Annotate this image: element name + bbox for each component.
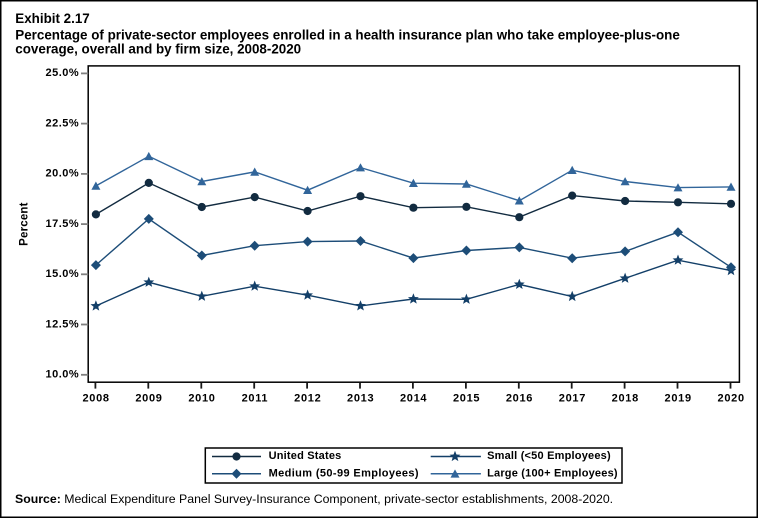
svg-text:20.0%: 20.0%: [45, 168, 79, 180]
svg-text:2013: 2013: [347, 392, 374, 404]
svg-text:2019: 2019: [665, 392, 692, 404]
svg-text:17.5%: 17.5%: [45, 218, 79, 230]
svg-text:12.5%: 12.5%: [45, 318, 79, 330]
svg-text:Small (<50 Employees): Small (<50 Employees): [487, 450, 611, 462]
svg-text:Exhibit 2.17: Exhibit 2.17: [15, 11, 89, 26]
svg-text:2017: 2017: [559, 392, 586, 404]
svg-text:2012: 2012: [294, 392, 321, 404]
svg-text:2014: 2014: [400, 392, 427, 404]
svg-text:coverage, overall and by firm: coverage, overall and by firm size, 2008…: [15, 42, 301, 57]
svg-text:Percentage of private-sector e: Percentage of private-sector employees e…: [15, 27, 680, 42]
svg-text:22.5%: 22.5%: [45, 117, 79, 129]
svg-text:2010: 2010: [188, 392, 215, 404]
svg-text:Source: Medical Expenditure Pa: Source: Medical Expenditure Panel Survey…: [15, 492, 613, 506]
svg-text:2009: 2009: [135, 392, 162, 404]
svg-text:2016: 2016: [506, 392, 533, 404]
svg-text:25.0%: 25.0%: [45, 67, 79, 79]
svg-text:2020: 2020: [718, 392, 745, 404]
svg-text:2011: 2011: [242, 392, 269, 404]
svg-text:10.0%: 10.0%: [45, 369, 79, 381]
svg-text:Large (100+ Employees): Large (100+ Employees): [487, 468, 618, 480]
svg-text:United States: United States: [269, 450, 342, 462]
svg-text:15.0%: 15.0%: [45, 268, 79, 280]
svg-text:2015: 2015: [453, 392, 480, 404]
svg-text:2008: 2008: [82, 392, 109, 404]
svg-text:Medium (50-99 Employees): Medium (50-99 Employees): [269, 468, 419, 480]
svg-text:2018: 2018: [612, 392, 639, 404]
svg-text:Percent: Percent: [19, 202, 31, 246]
